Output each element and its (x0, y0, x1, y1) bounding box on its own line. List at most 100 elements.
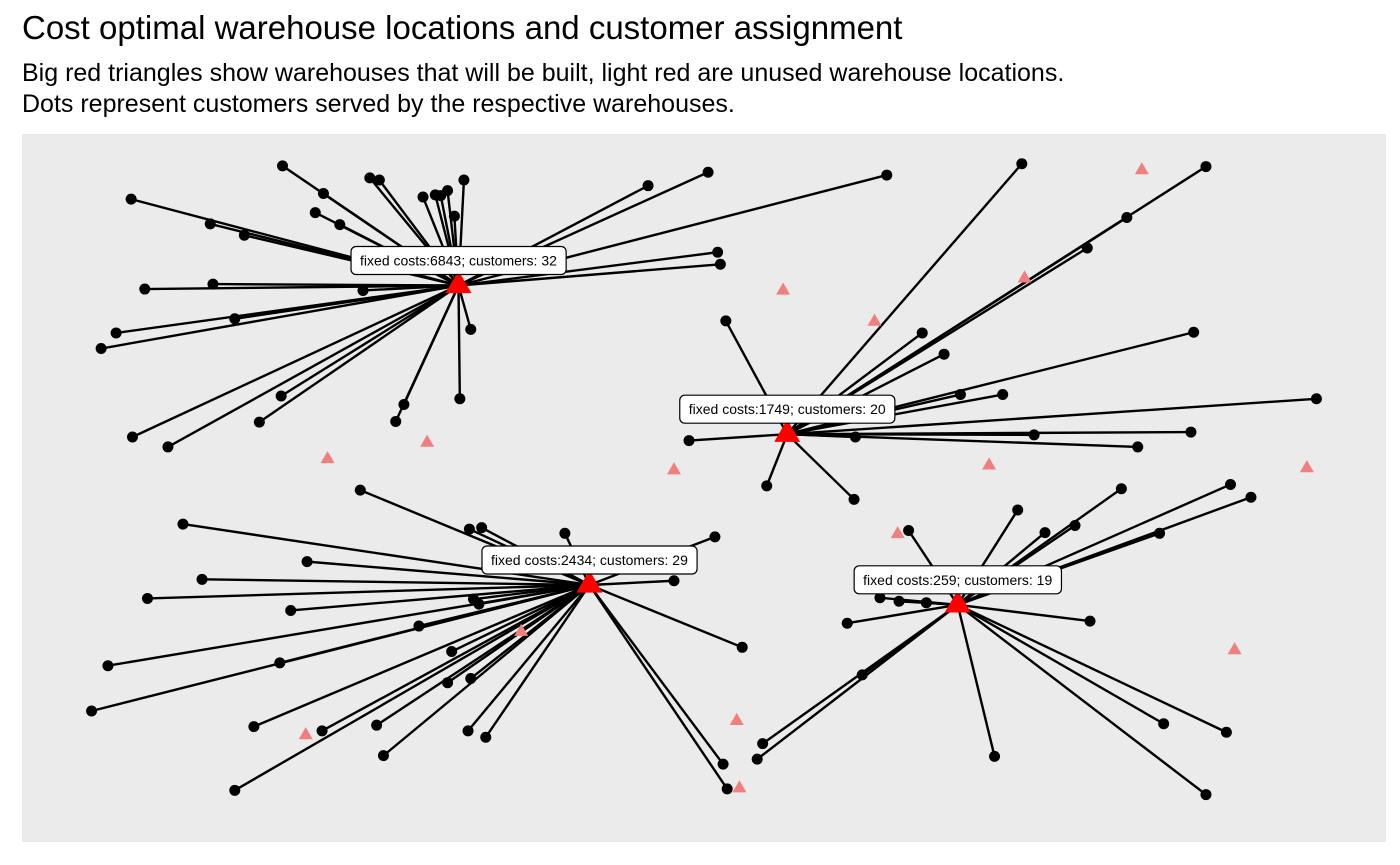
unused-warehouse-marker-4 (1017, 270, 1032, 283)
warehouse-label-w1: fixed costs:6843; customers: 32 (350, 245, 567, 276)
panel-background (22, 134, 1386, 842)
customer-point-w4-4 (1069, 520, 1081, 532)
assignment-line-w3-17 (451, 583, 590, 653)
customer-point-w4-11 (920, 597, 932, 609)
customer-point-w1-16 (642, 180, 654, 192)
built-warehouse-markers (445, 270, 971, 613)
customer-point-w1-1 (277, 160, 289, 172)
customer-point-w1-22 (207, 278, 219, 290)
assignment-line-w4-12 (957, 603, 1091, 623)
warehouse-label-text-w3: fixed costs:2434; customers: 29 (491, 552, 688, 568)
customer-point-w2-18 (848, 493, 860, 505)
assignment-line-w2-2 (786, 162, 1023, 435)
assignment-line-w3-25 (484, 584, 591, 738)
unused-warehouse-marker-12 (1227, 642, 1242, 655)
customer-point-w3-30 (229, 784, 241, 796)
customer-point-w3-10 (285, 604, 297, 616)
assignment-line-w1-10 (209, 222, 459, 287)
assignment-line-w4-19 (957, 603, 1227, 734)
warehouse-label-text-w2: fixed costs:1749; customers: 20 (689, 401, 886, 417)
customer-point-w1-8 (309, 207, 321, 219)
customer-point-w1-3 (364, 172, 376, 184)
unused-warehouse-marker-5 (420, 434, 435, 447)
assignment-line-w1-31 (280, 284, 460, 397)
customer-point-w2-6 (916, 327, 928, 339)
assignment-line-w3-9 (147, 583, 590, 600)
customer-point-w2-16 (683, 435, 695, 447)
assignment-line-w4-20 (956, 603, 1207, 796)
warehouse-label-box-w2 (679, 394, 896, 424)
customer-point-w3-13 (473, 598, 485, 610)
unused-warehouse-marker-8 (982, 457, 997, 470)
customer-point-w4-12 (1084, 615, 1096, 627)
customer-point-w2-17 (761, 480, 773, 492)
assignment-line-w1-20 (458, 263, 721, 287)
customer-point-w1-34 (454, 393, 466, 405)
customer-point-w2-8 (954, 389, 966, 401)
unused-warehouse-marker-11 (514, 623, 529, 636)
assignment-line-w1-30 (258, 284, 460, 424)
customer-point-w3-24 (462, 725, 474, 737)
customer-point-w3-23 (371, 719, 383, 731)
customer-point-w4-9 (874, 592, 886, 604)
customer-point-w1-28 (126, 431, 138, 443)
customer-point-w1-33 (390, 415, 402, 427)
warehouse-label-box-w4 (853, 565, 1063, 595)
customer-point-w3-7 (301, 556, 313, 568)
customer-point-w4-1 (903, 524, 915, 536)
customer-point-w4-19 (1220, 726, 1232, 738)
customer-point-w4-7 (1225, 478, 1237, 490)
warehouse-label-text-w4: fixed costs:259; customers: 19 (863, 572, 1052, 588)
assignment-line-w3-29 (588, 584, 729, 790)
customer-point-w1-32 (398, 398, 410, 410)
unused-warehouse-marker-9 (1299, 460, 1314, 473)
built-warehouse-marker-w3 (576, 570, 603, 593)
customer-point-w1-26 (95, 343, 107, 355)
customer-point-w4-8 (1245, 491, 1257, 503)
assignment-line-w4-16 (756, 603, 959, 761)
customer-point-w3-27 (736, 641, 748, 653)
chart-subtitle: Big red triangles show warehouses that w… (22, 58, 1064, 120)
customer-point-w2-1 (720, 315, 732, 327)
warehouse-label-w3: fixed costs:2434; customers: 29 (481, 545, 698, 575)
customer-point-w1-23 (357, 284, 369, 296)
customer-point-w2-12 (1185, 426, 1197, 438)
assignment-line-w1-23 (362, 284, 459, 292)
customer-point-w3-8 (196, 573, 208, 585)
chart-title: Cost optimal warehouse locations and cus… (22, 9, 903, 46)
assignment-line-w1-25 (115, 284, 459, 335)
customer-point-w2-3 (1200, 161, 1212, 173)
customer-point-w2-5 (1081, 242, 1093, 254)
customer-point-w1-21 (139, 283, 151, 295)
assignment-line-w3-12 (589, 579, 675, 587)
assignment-line-w3-7 (306, 560, 590, 587)
assignment-line-w1-26 (100, 284, 459, 350)
customer-point-w4-16 (751, 753, 763, 765)
assignment-line-w3-16 (107, 583, 590, 667)
customer-point-w1-6 (458, 174, 470, 186)
assignment-line-w4-17 (956, 604, 996, 757)
assignment-line-w1-34 (457, 285, 462, 399)
warehouse-labels: fixed costs:6843; customers: 32 fixed cos… (350, 245, 1063, 595)
customer-point-w1-2 (317, 187, 329, 199)
assignment-line-w3-28 (588, 584, 725, 765)
customer-point-w4-13 (841, 617, 853, 629)
customer-point-w3-12 (668, 575, 680, 587)
customer-point-w1-25 (110, 327, 122, 339)
warehouse-label-w4: fixed costs:259; customers: 19 (853, 565, 1063, 595)
subtitle-line-1: Big red triangles show warehouses that w… (22, 59, 1065, 87)
customer-point-w1-29 (162, 441, 174, 453)
customer-point-w1-24 (229, 313, 241, 325)
customer-point-w3-22 (316, 725, 328, 737)
customer-point-w4-10 (893, 595, 905, 607)
assignment-line-w3-30 (234, 583, 591, 792)
warehouse-label-w2: fixed costs:1749; customers: 20 (679, 394, 896, 424)
customer-point-w3-1 (354, 484, 366, 496)
customer-point-w3-21 (248, 721, 260, 733)
customer-point-w3-5 (559, 527, 571, 539)
customer-point-w1-20 (714, 258, 726, 270)
customer-point-w2-14 (1132, 441, 1144, 453)
assignment-line-w2-11 (787, 397, 1317, 436)
customer-point-w4-14 (856, 669, 868, 681)
